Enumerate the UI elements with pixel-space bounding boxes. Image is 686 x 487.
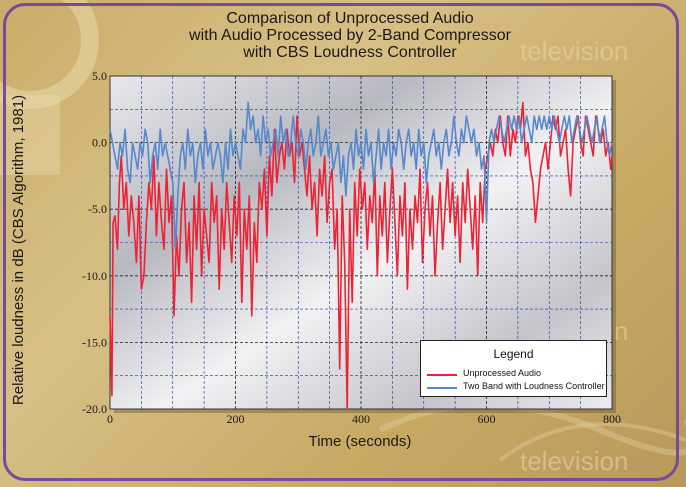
chart-title-line-2: with Audio Processed by 2-Band Compresso…: [189, 27, 511, 44]
x-tick-label: 0: [107, 412, 113, 426]
legend-label: Unprocessed Audio: [463, 368, 542, 378]
frame-border: [3, 3, 679, 481]
x-axis-label: Time (seconds): [308, 433, 412, 450]
y-tick-label: -20.0: [82, 402, 107, 416]
series-lines: [109, 101, 613, 410]
legend-label: Two Band with Loudness Controller: [463, 381, 605, 391]
y-tick-label: 0.0: [92, 136, 107, 150]
y-tick-label: -5.0: [88, 202, 107, 216]
legend-title: Legend: [493, 347, 534, 361]
x-tick-label: 600: [478, 412, 496, 426]
chart-title-line-3: with CBS Loudness Controller: [243, 44, 457, 61]
x-tick-label: 800: [603, 412, 621, 426]
y-tick-labels: 5.0 0.0 -5.0 -10.0 -15.0 -20.0: [82, 69, 107, 416]
series-line-unprocessed-audio: [109, 101, 613, 410]
x-tick-label: 200: [227, 412, 245, 426]
y-tick-label: -10.0: [82, 269, 107, 283]
x-tick-label: 400: [352, 412, 370, 426]
x-tick-labels: 0 200 400 600 800: [107, 412, 621, 426]
legend: Legend Unprocessed Audio Two Band with L…: [420, 340, 607, 397]
chart-title-line-1: Comparison of Unprocessed Audio: [226, 10, 474, 27]
y-tick-label: 5.0: [92, 69, 107, 83]
series-line-two-band: [109, 101, 613, 250]
watermark-text: television: [520, 36, 628, 66]
watermark-text: television: [520, 446, 628, 476]
grid-lines: [110, 76, 612, 409]
legend-swatch-red: [427, 374, 457, 376]
legend-swatch-blue: [427, 387, 457, 389]
y-tick-label: -15.0: [82, 335, 107, 349]
